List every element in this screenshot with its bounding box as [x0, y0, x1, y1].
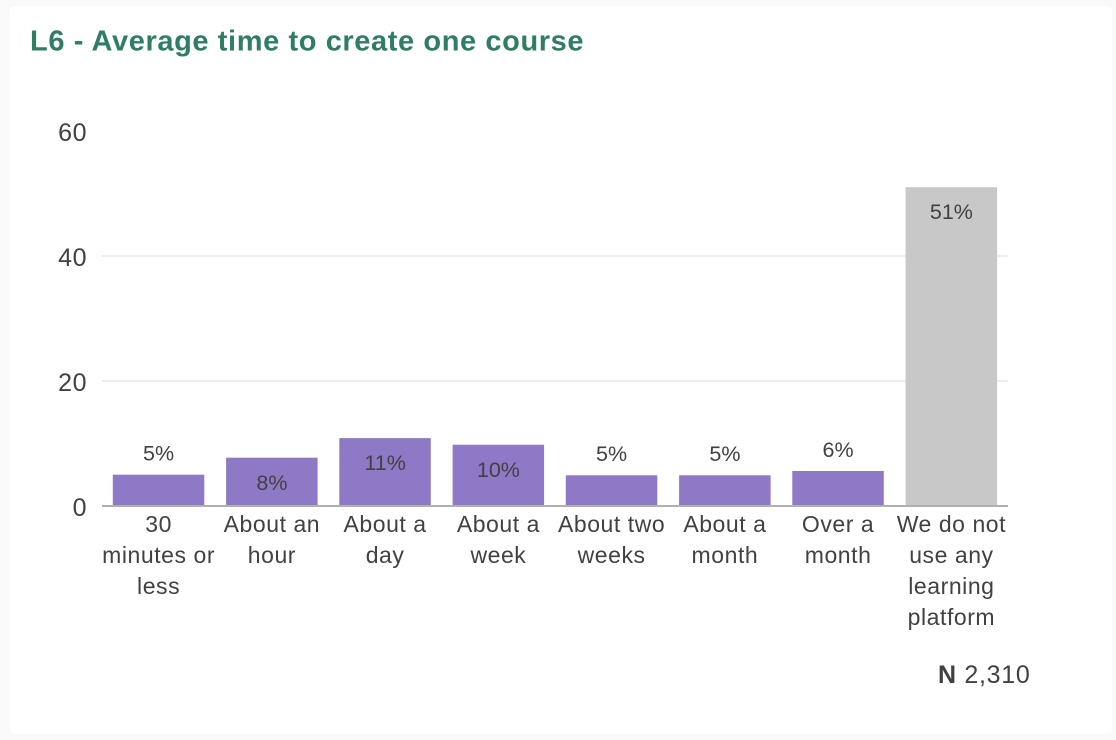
- svg-text:5%: 5%: [709, 442, 740, 466]
- svg-text:40: 40: [58, 244, 87, 272]
- svg-text:51%: 51%: [930, 200, 973, 224]
- svg-text:60: 60: [58, 119, 87, 147]
- svg-text:5%: 5%: [596, 442, 627, 466]
- svg-text:5%: 5%: [143, 442, 174, 466]
- svg-text:N 2,310: N 2,310: [938, 661, 1030, 689]
- svg-text:20: 20: [58, 369, 87, 397]
- svg-text:10%: 10%: [477, 458, 520, 482]
- svg-text:L6 - Average time to create on: L6 - Average time to create one course: [30, 26, 584, 58]
- svg-text:11%: 11%: [364, 451, 405, 475]
- svg-text:0: 0: [73, 494, 88, 522]
- svg-text:6%: 6%: [823, 438, 854, 462]
- svg-text:8%: 8%: [256, 471, 287, 495]
